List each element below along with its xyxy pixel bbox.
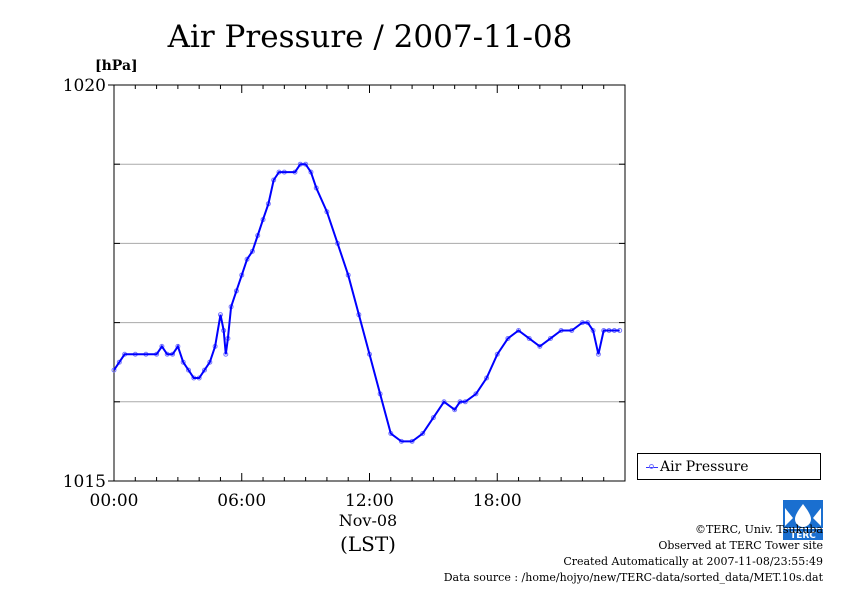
data-point [430,415,436,421]
legend: Air Pressure [637,453,821,480]
y-axis-unit: [hPa] [95,58,138,74]
data-point [201,367,207,373]
data-point [516,328,522,334]
x-tick-label: 12:00 [345,491,394,511]
plot-frame [113,84,626,482]
x-tick-label: 00:00 [90,491,139,511]
data-point [420,430,426,436]
legend-entry-air-pressure: Air Pressure [660,459,749,475]
x-axis-date: Nov-08 [339,511,397,530]
x-tick-label: 18:00 [473,491,522,511]
data-point [111,367,117,373]
grid-lines [114,163,625,403]
y-tick-label: 1015 [63,472,106,492]
series-line-air-pressure [113,163,620,443]
chart-title: Air Pressure / 2007-11-08 [167,19,573,55]
data-point [526,335,532,341]
data-point [116,359,122,365]
data-point [547,335,553,341]
credit-created: Created Automatically at 2007-11-08/23:5… [563,555,823,568]
data-point [473,391,479,397]
data-point [441,399,447,405]
x-axis: 00:00 06:00 12:00 18:00 [90,85,626,511]
credit-source: Data source : /home/hojyo/new/TERC-data/… [443,571,823,584]
data-point [159,343,165,349]
credit-copyright: ©TERC, Univ. Tsukuba [694,523,823,536]
credit-observed: Observed at TERC Tower site [658,539,823,552]
x-tick-label: 06:00 [217,491,266,511]
terc-logo: TERC [783,500,823,540]
y-axis: 1015 1020 [63,76,625,492]
data-point [537,343,543,349]
y-tick-label: 1020 [63,76,106,96]
x-axis-label: (LST) [340,532,396,556]
data-point [505,335,511,341]
logo-text: TERC [790,531,816,540]
series-markers [111,161,623,444]
data-point [186,367,192,373]
legend-marker-swatch [649,464,654,469]
credits-block: ©TERC, Univ. Tsukuba Observed at TERC To… [444,522,823,586]
data-point [452,407,458,413]
